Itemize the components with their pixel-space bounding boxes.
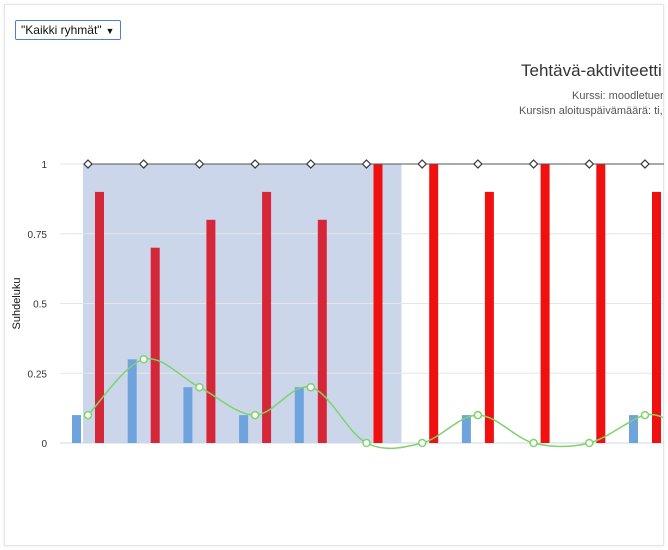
group-select-value: "Kaikki ryhmät" <box>21 23 102 37</box>
bar-completed <box>183 387 193 443</box>
bar-not-completed <box>429 164 439 443</box>
chevron-down-icon: ▼ <box>105 26 115 36</box>
trend-point <box>195 382 204 392</box>
x-tick-label: smiley tehtävä <box>649 449 668 502</box>
y-axis-label: Suhdeluku <box>11 278 23 330</box>
bar-not-completed <box>95 191 104 443</box>
x-tick-label: whiteboard-palautus 23.1 <box>219 449 319 536</box>
top-series-marker <box>305 159 316 169</box>
group-select[interactable]: "Kaikki ryhmät" ▼ <box>15 20 122 40</box>
x-tick-sublabel: Takaraja ei ole määritetty <box>513 458 605 538</box>
trend-point <box>417 438 427 448</box>
y-tick-label: 0.75 <box>28 230 48 241</box>
bar-not-completed <box>540 164 550 443</box>
x-tick-label: Poodll RED5 15.12.2016 <box>337 449 431 530</box>
y-tick-label: 0.5 <box>33 300 47 311</box>
bar-completed <box>294 387 304 443</box>
top-series-marker <box>584 159 595 169</box>
top-series-marker <box>528 159 539 169</box>
top-series-marker <box>640 159 650 169</box>
x-tick-label: poodll valkotaulupalaute2 <box>385 449 486 537</box>
chart-title: Tehtävä-aktiviteetti <box>521 61 662 80</box>
bar-completed <box>239 415 249 443</box>
y-tick-label: 1 <box>41 160 47 171</box>
x-tick-label: red5 4.5.2017 <box>542 449 598 498</box>
bar-not-completed <box>150 247 160 443</box>
x-tick-label: red5 palautus 23.11.2016 <box>110 449 207 533</box>
x-tick-label: ääniapalaute 20.10.2017 <box>280 449 374 531</box>
bar-completed <box>127 359 137 443</box>
bar-not-completed <box>317 219 327 443</box>
bar-completed <box>461 415 471 443</box>
top-series-marker <box>417 159 428 169</box>
bar-not-completed <box>652 191 661 443</box>
top-series-marker <box>138 159 149 169</box>
x-tick-label: recording test 24.11.2016 <box>0 449 96 534</box>
chart-subtitle: Kurssi: moodletuer Kursisn aloituspäiväm… <box>519 89 664 119</box>
y-tick-label: 0 <box>41 439 47 450</box>
x-tick-sublabel: Takaraja ei ole määritetty <box>11 458 103 538</box>
x-tick-label: red5 take 2 <box>606 449 653 491</box>
x-tick-sublabel: Takaraja ei ole määritetty <box>123 458 215 538</box>
trend-point <box>83 410 93 420</box>
trend-point <box>306 382 316 392</box>
x-tick-label-group: valkotaulu-palautus 23.11.Takaraja ei ol… <box>161 449 271 538</box>
x-tick-sublabel: Takaraja ei ole määritetty <box>290 458 382 538</box>
x-tick-sublabel: Takaraja ei ole määritetty <box>457 458 549 538</box>
trend-point <box>139 355 148 364</box>
top-series-marker <box>194 159 205 169</box>
trend-point <box>585 438 594 448</box>
x-tick-sublabel: Takaraja ei ole määritetty <box>568 458 660 538</box>
bar-not-completed <box>596 164 606 443</box>
bar-not-completed <box>373 164 383 443</box>
x-tick-label: red5 30.11.2016 <box>478 449 542 505</box>
bar-completed <box>72 415 81 443</box>
trend-point <box>473 410 483 420</box>
trend-point <box>640 410 650 420</box>
top-series-marker <box>83 159 93 169</box>
bar-not-completed <box>484 191 494 443</box>
bar-not-completed <box>206 219 216 443</box>
top-series-marker <box>250 159 260 169</box>
bar-not-completed <box>262 191 272 443</box>
trend-point <box>250 410 260 420</box>
trend-point <box>362 438 371 448</box>
x-tick-sublabel: Takaraja ei ole määritetty <box>179 458 271 538</box>
y-tick-label: 0.25 <box>28 369 48 380</box>
x-tick-sublabel: Takaraja ei ole määritetty <box>67 458 159 538</box>
top-series-marker <box>473 159 483 169</box>
trend-point <box>529 438 538 448</box>
start-date-line: Kursisn aloituspäivämäärä: ti, <box>519 105 663 117</box>
x-tick-sublabel: Takaraja ei ole määritetty <box>401 458 493 538</box>
x-tick-label: mp3 palautus 23.11.2016 <box>55 449 152 533</box>
chart-frame: "Kaikki ryhmät" ▼ Tehtävä-aktiviteetti Ku… <box>4 4 664 546</box>
x-tick-label-group: smiley tehtävä <box>649 449 668 502</box>
x-tick-label: valkotaulu-palautus 23.11. <box>161 449 263 537</box>
top-series-marker <box>361 159 372 169</box>
x-tick-sublabel: Takaraja ei ole määritetty <box>346 458 438 538</box>
bar-completed <box>629 415 638 443</box>
x-tick-sublabel: Takaraja ei ole määritetty <box>234 458 326 538</box>
course-line: Kurssi: moodletuer <box>572 90 664 102</box>
